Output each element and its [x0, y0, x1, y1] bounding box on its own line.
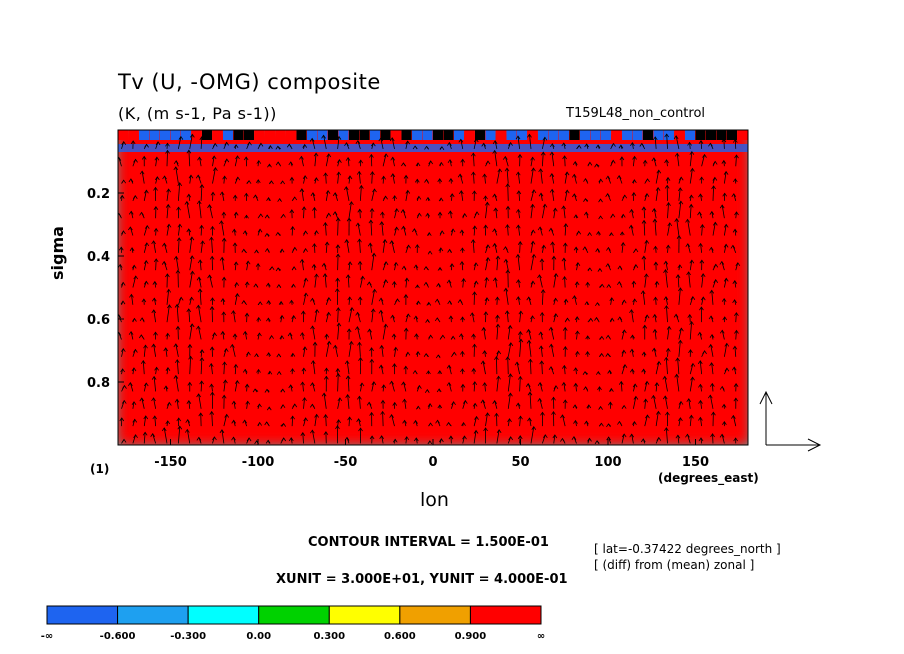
y-tick-label: 0.2 — [87, 187, 110, 202]
colorbar-label: 0.900 — [455, 631, 487, 642]
contour-interval: CONTOUR INTERVAL = 1.500E-01 — [308, 535, 549, 550]
colorbar-label: -∞ — [41, 631, 53, 642]
y-axis-label: sigma — [48, 226, 67, 280]
colorbar-label: 0.300 — [313, 631, 345, 642]
colorbar-label: -0.600 — [100, 631, 136, 642]
colorbar-label: 0.00 — [246, 631, 271, 642]
colorbar-label: ∞ — [537, 631, 545, 642]
x-axis-units: (degrees_east) — [658, 471, 759, 485]
temperature-field — [118, 130, 748, 445]
y-tick-label: 0.6 — [87, 313, 110, 328]
wind-vector-field — [118, 133, 741, 445]
colorbar-swatch — [187, 605, 260, 625]
y-tick-label: 0.8 — [87, 376, 110, 391]
colorbar-label: 0.600 — [384, 631, 416, 642]
x-tick-label: -50 — [334, 455, 358, 470]
colorbar-swatch — [117, 605, 189, 625]
colorbar-label: -0.300 — [170, 631, 206, 642]
colorbar-swatch — [399, 605, 471, 625]
colorbar-swatch — [46, 605, 119, 625]
vector-units: XUNIT = 3.000E+01, YUNIT = 4.000E-01 — [276, 572, 568, 587]
run-label: T159L48_non_control — [566, 106, 706, 121]
x-axis-label: lon — [420, 489, 449, 511]
y-axis-ticks: 0.2 0.4 0.6 0.8 — [87, 187, 124, 391]
x-tick-label: 0 — [428, 455, 437, 470]
x-tick-label: -100 — [242, 455, 275, 470]
diff-annotation: [ (diff) from (mean) zonal ] — [594, 558, 755, 572]
x-tick-label: -150 — [154, 455, 187, 470]
colorbar-swatch — [469, 605, 542, 625]
x-tick-label: 50 — [511, 455, 529, 470]
x-axis-ticks: -150 -100 -50 0 50 100 150 — [154, 439, 709, 470]
lat-annotation: [ lat=-0.37422 degrees_north ] — [594, 542, 781, 556]
colorbar-swatch — [258, 605, 330, 625]
colorbar: -∞ -0.600 -0.300 0.00 0.300 0.600 0.900 ∞ — [41, 605, 545, 642]
x-tick-label: 100 — [594, 455, 621, 470]
reference-vector-arrows — [759, 390, 822, 452]
y-tick-label: 0.4 — [87, 250, 110, 265]
x-tick-label: 150 — [682, 455, 709, 470]
y-axis-extra-label: (1) — [90, 462, 110, 476]
colorbar-swatch — [328, 605, 401, 625]
chart-title: Tv (U, -OMG) composite — [118, 70, 381, 94]
chart-subtitle: (K, (m s-1, Pa s-1)) — [118, 104, 277, 123]
